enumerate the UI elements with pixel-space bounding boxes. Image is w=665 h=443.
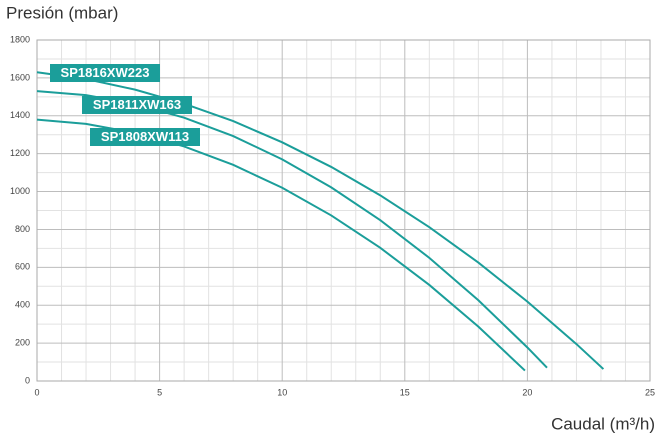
y-axis-title: Presión (mbar) <box>6 3 118 22</box>
x-tick-label: 25 <box>645 387 655 397</box>
y-tick-label: 600 <box>15 262 30 272</box>
x-tick-label: 20 <box>522 387 532 397</box>
x-tick-label: 15 <box>400 387 410 397</box>
y-tick-label: 400 <box>15 300 30 310</box>
y-tick-label: 1600 <box>10 72 30 82</box>
y-tick-label: 800 <box>15 224 30 234</box>
x-tick-label: 5 <box>157 387 162 397</box>
y-tick-label: 1000 <box>10 186 30 196</box>
x-tick-label: 10 <box>277 387 287 397</box>
y-tick-label: 200 <box>15 337 30 347</box>
series-label-box <box>50 64 160 82</box>
series-label: SP1816XW223 <box>61 65 150 80</box>
x-tick-label: 0 <box>34 387 39 397</box>
series-label: SP1808XW113 <box>101 129 189 144</box>
plot-frame <box>36 39 651 382</box>
series-label: SP1811XW163 <box>93 97 181 112</box>
y-tick-label: 1200 <box>10 148 30 158</box>
series-label-box <box>90 128 200 146</box>
series-line <box>36 71 605 370</box>
series-label-box <box>82 96 192 114</box>
x-axis-title: Caudal (m³/h) <box>551 414 655 433</box>
y-tick-label: 1800 <box>10 34 30 44</box>
y-tick-label: 1400 <box>10 110 30 120</box>
y-tick-label: 0 <box>25 375 30 385</box>
